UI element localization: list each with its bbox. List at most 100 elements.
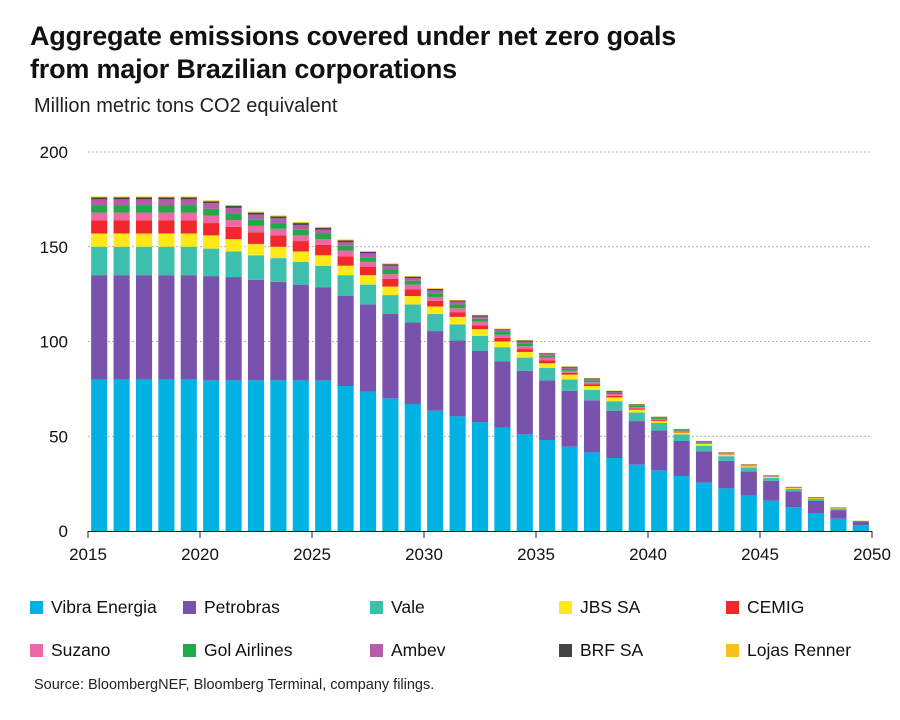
bar-segment-gol-airlines — [225, 213, 242, 221]
legend-swatch — [183, 600, 196, 614]
bar-segment-lojas-renner — [382, 263, 399, 265]
bar-segment-gol-airlines — [516, 343, 533, 347]
bar-segment-petrobras — [628, 421, 645, 465]
bar-segment-lojas-renner — [292, 222, 309, 224]
legend-item: CEMIG — [726, 592, 804, 622]
bar-segment-vale — [292, 261, 309, 285]
bar-segment-vale — [695, 445, 713, 452]
bar-segment-brf-sa — [180, 197, 197, 200]
bar-segment-cemig — [539, 360, 556, 364]
bar-segment-ambev — [270, 218, 287, 224]
bar-segment-suzano — [180, 212, 197, 221]
bar-segment-vibra-energia — [740, 495, 757, 531]
bar-segment-vale — [516, 357, 533, 371]
bar-segment-vale — [539, 368, 556, 381]
bar-segment-brf-sa — [449, 300, 466, 302]
bar-segment-brf-sa — [247, 212, 265, 215]
legend-swatch — [559, 600, 572, 614]
legend-label: Gol Airlines — [204, 639, 293, 660]
bar-segment-vale — [158, 246, 175, 276]
bar-segment-cemig — [292, 241, 309, 252]
bar-segment-suzano — [270, 228, 287, 236]
source-note: Source: BloombergNEF, Bloomberg Terminal… — [34, 677, 435, 693]
bar-segment-lojas-renner — [516, 339, 533, 341]
bar-segment-jbs-sa — [91, 233, 108, 247]
legend-label: Vibra Energia — [51, 596, 157, 617]
bar-segment-gol-airlines — [673, 430, 690, 431]
bar-segment-vibra-energia — [494, 427, 511, 531]
bar-segment-gol-airlines — [315, 233, 332, 240]
bar-segment-suzano — [113, 212, 130, 221]
bar-segment-vale — [449, 324, 466, 341]
bar-segment-brf-sa — [225, 206, 242, 208]
legend-label: Ambev — [391, 639, 446, 660]
bar-segment-vibra-energia — [673, 476, 690, 531]
bar-segment-jbs-sa — [718, 454, 735, 457]
bar-segment-vale — [427, 314, 444, 332]
bar-segment-suzano — [583, 382, 601, 385]
bar-segment-ambev — [292, 224, 309, 230]
bar-segment-brf-sa — [158, 197, 175, 200]
bar-segment-cemig — [158, 220, 175, 234]
bar-segment-vale — [494, 347, 511, 362]
bar-segment-vale — [180, 246, 197, 276]
legend-label: Petrobras — [204, 596, 280, 617]
bar-segment-vibra-energia — [449, 416, 466, 531]
bar-segment-gol-airlines — [651, 418, 668, 420]
bar-segment-lojas-renner — [471, 314, 489, 316]
bar-segment-jbs-sa — [292, 251, 309, 262]
bar-segment-gol-airlines — [583, 380, 601, 383]
chart-title-line-1: Aggregate emissions covered under net ze… — [30, 21, 677, 51]
bar-segment-jbs-sa — [807, 498, 825, 499]
bar-segment-brf-sa — [113, 197, 130, 200]
bar-segment-ambev — [382, 265, 399, 270]
bar-segment-petrobras — [404, 322, 421, 405]
legend-label: Suzano — [51, 639, 111, 660]
x-tick-label: 2015 — [69, 545, 107, 564]
bar-segment-vibra-energia — [337, 386, 354, 531]
bar-segment-lojas-renner — [359, 251, 377, 252]
bar-segment-gol-airlines — [539, 355, 556, 358]
legend-swatch — [559, 643, 572, 657]
bar-segment-petrobras — [247, 279, 265, 381]
bar-segment-lojas-renner — [337, 239, 354, 241]
bar-segment-suzano — [740, 465, 757, 466]
bar-segment-vibra-energia — [382, 398, 399, 531]
bar-segment-brf-sa — [337, 240, 354, 243]
bar-segment-gol-airlines — [359, 257, 377, 262]
bar-segment-gol-airlines — [180, 205, 197, 213]
bar-segment-lojas-renner — [427, 288, 444, 290]
bar-segment-petrobras — [494, 361, 511, 428]
bar-segment-vibra-energia — [471, 422, 489, 531]
bar-segment-petrobras — [359, 304, 377, 392]
bar-segment-cemig — [427, 300, 444, 307]
bar-segment-petrobras — [695, 451, 713, 483]
legend-label: JBS SA — [580, 596, 641, 617]
legend-label: CEMIG — [747, 596, 805, 617]
bar-segment-suzano — [606, 393, 623, 396]
bar-segment-gol-airlines — [606, 392, 623, 394]
bar-segment-jbs-sa — [471, 329, 489, 336]
bar-segment-cemig — [606, 395, 623, 398]
bar-segment-jbs-sa — [337, 265, 354, 276]
bar-segment-brf-sa — [471, 315, 489, 317]
bar-segment-petrobras — [449, 340, 466, 417]
bar-segment-suzano — [516, 346, 533, 350]
bar-segment-cemig — [583, 384, 601, 387]
bar-segment-cemig — [91, 220, 108, 234]
legend-item: JBS SA — [559, 592, 640, 622]
bar-segment-cemig — [494, 337, 511, 342]
bar-segment-suzano — [404, 284, 421, 290]
bar-segment-petrobras — [471, 350, 489, 423]
bar-segment-suzano — [359, 261, 377, 267]
legend-item: BRF SA — [559, 635, 643, 665]
bar-segment-gol-airlines — [561, 368, 578, 371]
legend-swatch — [30, 600, 43, 614]
bar-segment-petrobras — [852, 521, 869, 526]
bar-segment-vale — [785, 488, 802, 492]
bar-segment-ambev — [449, 301, 466, 305]
bar-segment-vale — [225, 251, 242, 278]
bar-segment-petrobras — [203, 276, 220, 381]
x-tick-label: 2035 — [517, 545, 555, 564]
bar-segment-brf-sa — [561, 366, 578, 368]
